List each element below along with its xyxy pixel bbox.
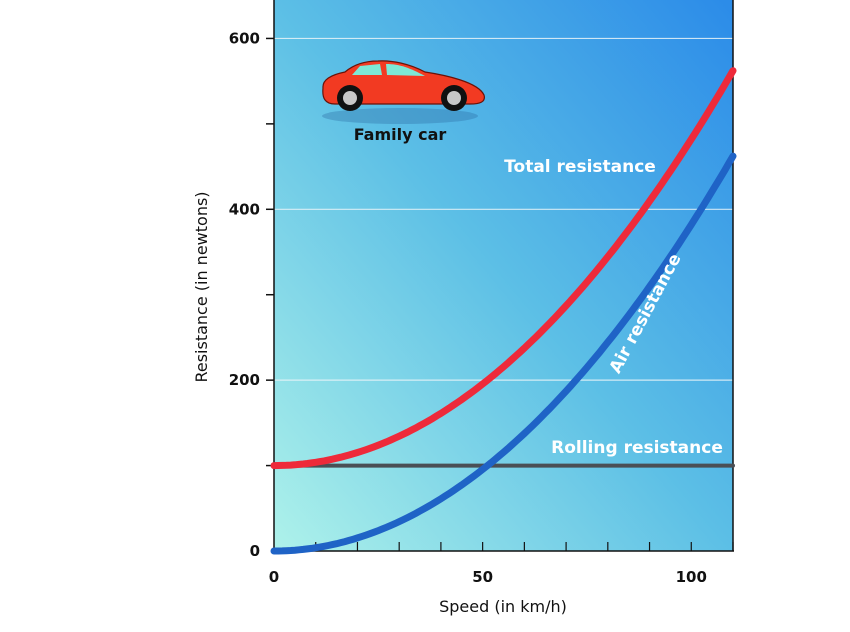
series-line-air-resistance (270, 152, 737, 555)
y-axis-label: Resistance (in newtons) (192, 191, 211, 382)
y-tick-label: 600 (229, 29, 260, 47)
series-line-total-resistance (270, 67, 737, 470)
y-tick-label: 200 (229, 371, 260, 389)
x-tick-label: 50 (472, 568, 493, 586)
y-tick-label: 0 (250, 542, 260, 560)
legend-total-resistance: Total resistance (504, 157, 656, 177)
x-tick-label: 100 (676, 568, 707, 586)
y-tick-label: 400 (229, 200, 260, 218)
car-label: Family car (354, 125, 447, 144)
x-tick-label: 0 (269, 568, 279, 586)
legend-rolling-resistance: Rolling resistance (551, 438, 723, 458)
car-icon (322, 60, 485, 124)
x-axis-label: Speed (in km/h) (439, 597, 567, 616)
